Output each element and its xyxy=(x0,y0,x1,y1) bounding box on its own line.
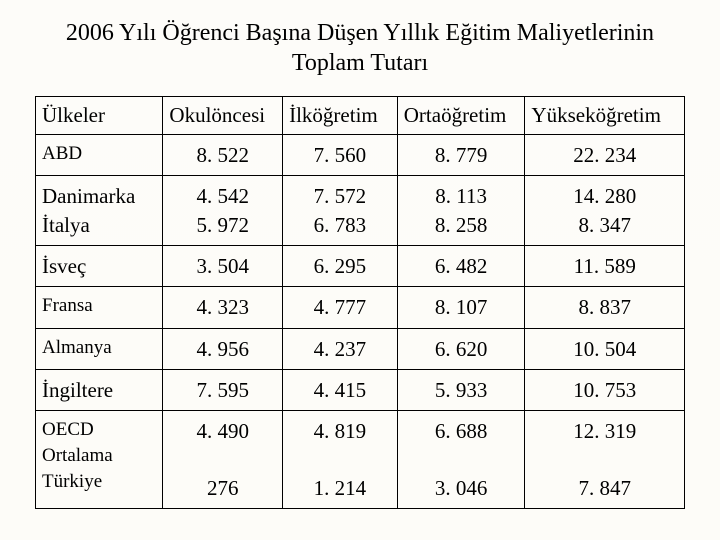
value-cell: 11. 589 xyxy=(525,246,685,287)
country-cell: ABD xyxy=(36,135,163,176)
col-header-higher: Yükseköğretim xyxy=(525,97,685,135)
value-cell: 4. 237 xyxy=(283,328,398,369)
page: 2006 Yılı Öğrenci Başına Düşen Yıllık Eğ… xyxy=(0,0,720,540)
cost-table: Ülkeler Okulöncesi İlköğretim Ortaöğreti… xyxy=(35,96,685,509)
title-line-2: Toplam Tutarı xyxy=(292,50,428,76)
table-row: İngiltere7. 5954. 4155. 93310. 753 xyxy=(36,370,685,411)
value-cell: 7. 595 xyxy=(163,370,283,411)
country-cell: İsveç xyxy=(36,246,163,287)
value-cell: 8. 522 xyxy=(163,135,283,176)
table-header-row: Ülkeler Okulöncesi İlköğretim Ortaöğreti… xyxy=(36,97,685,135)
value-cell: 4. 490 276 xyxy=(163,411,283,509)
value-cell: 12. 319 7. 847 xyxy=(525,411,685,509)
value-cell: 3. 504 xyxy=(163,246,283,287)
value-cell: 10. 504 xyxy=(525,328,685,369)
country-cell: Fransa xyxy=(36,287,163,328)
table-row: İsveç3. 5046. 2956. 48211. 589 xyxy=(36,246,685,287)
table-row: Almanya4. 9564. 2376. 62010. 504 xyxy=(36,328,685,369)
table-row: OECDOrtalamaTürkiye4. 490 2764. 819 1. 2… xyxy=(36,411,685,509)
value-cell: 4. 956 xyxy=(163,328,283,369)
col-header-preschool: Okulöncesi xyxy=(163,97,283,135)
col-header-countries: Ülkeler xyxy=(36,97,163,135)
value-cell: 8. 1138. 258 xyxy=(397,176,525,246)
value-cell: 7. 560 xyxy=(283,135,398,176)
value-cell: 6. 620 xyxy=(397,328,525,369)
value-cell: 4. 777 xyxy=(283,287,398,328)
value-cell: 8. 107 xyxy=(397,287,525,328)
value-cell: 6. 295 xyxy=(283,246,398,287)
value-cell: 8. 779 xyxy=(397,135,525,176)
country-cell: Danimarkaİtalya xyxy=(36,176,163,246)
table-row: Fransa4. 3234. 7778. 1078. 837 xyxy=(36,287,685,328)
country-cell: Almanya xyxy=(36,328,163,369)
value-cell: 5. 933 xyxy=(397,370,525,411)
col-header-secondary: Ortaöğretim xyxy=(397,97,525,135)
value-cell: 8. 837 xyxy=(525,287,685,328)
table-row: Danimarkaİtalya4. 5425. 9727. 5726. 7838… xyxy=(36,176,685,246)
value-cell: 4. 415 xyxy=(283,370,398,411)
title-line-1: 2006 Yılı Öğrenci Başına Düşen Yıllık Eğ… xyxy=(66,20,654,46)
value-cell: 4. 323 xyxy=(163,287,283,328)
value-cell: 4. 5425. 972 xyxy=(163,176,283,246)
value-cell: 6. 482 xyxy=(397,246,525,287)
value-cell: 10. 753 xyxy=(525,370,685,411)
value-cell: 7. 5726. 783 xyxy=(283,176,398,246)
value-cell: 6. 688 3. 046 xyxy=(397,411,525,509)
col-header-primary: İlköğretim xyxy=(283,97,398,135)
table-row: ABD8. 5227. 5608. 77922. 234 xyxy=(36,135,685,176)
country-cell: OECDOrtalamaTürkiye xyxy=(36,411,163,509)
value-cell: 4. 819 1. 214 xyxy=(283,411,398,509)
country-cell: İngiltere xyxy=(36,370,163,411)
value-cell: 22. 234 xyxy=(525,135,685,176)
table-body: ABD8. 5227. 5608. 77922. 234Danimarkaİta… xyxy=(36,135,685,509)
value-cell: 14. 2808. 347 xyxy=(525,176,685,246)
page-title: 2006 Yılı Öğrenci Başına Düşen Yıllık Eğ… xyxy=(10,18,710,78)
